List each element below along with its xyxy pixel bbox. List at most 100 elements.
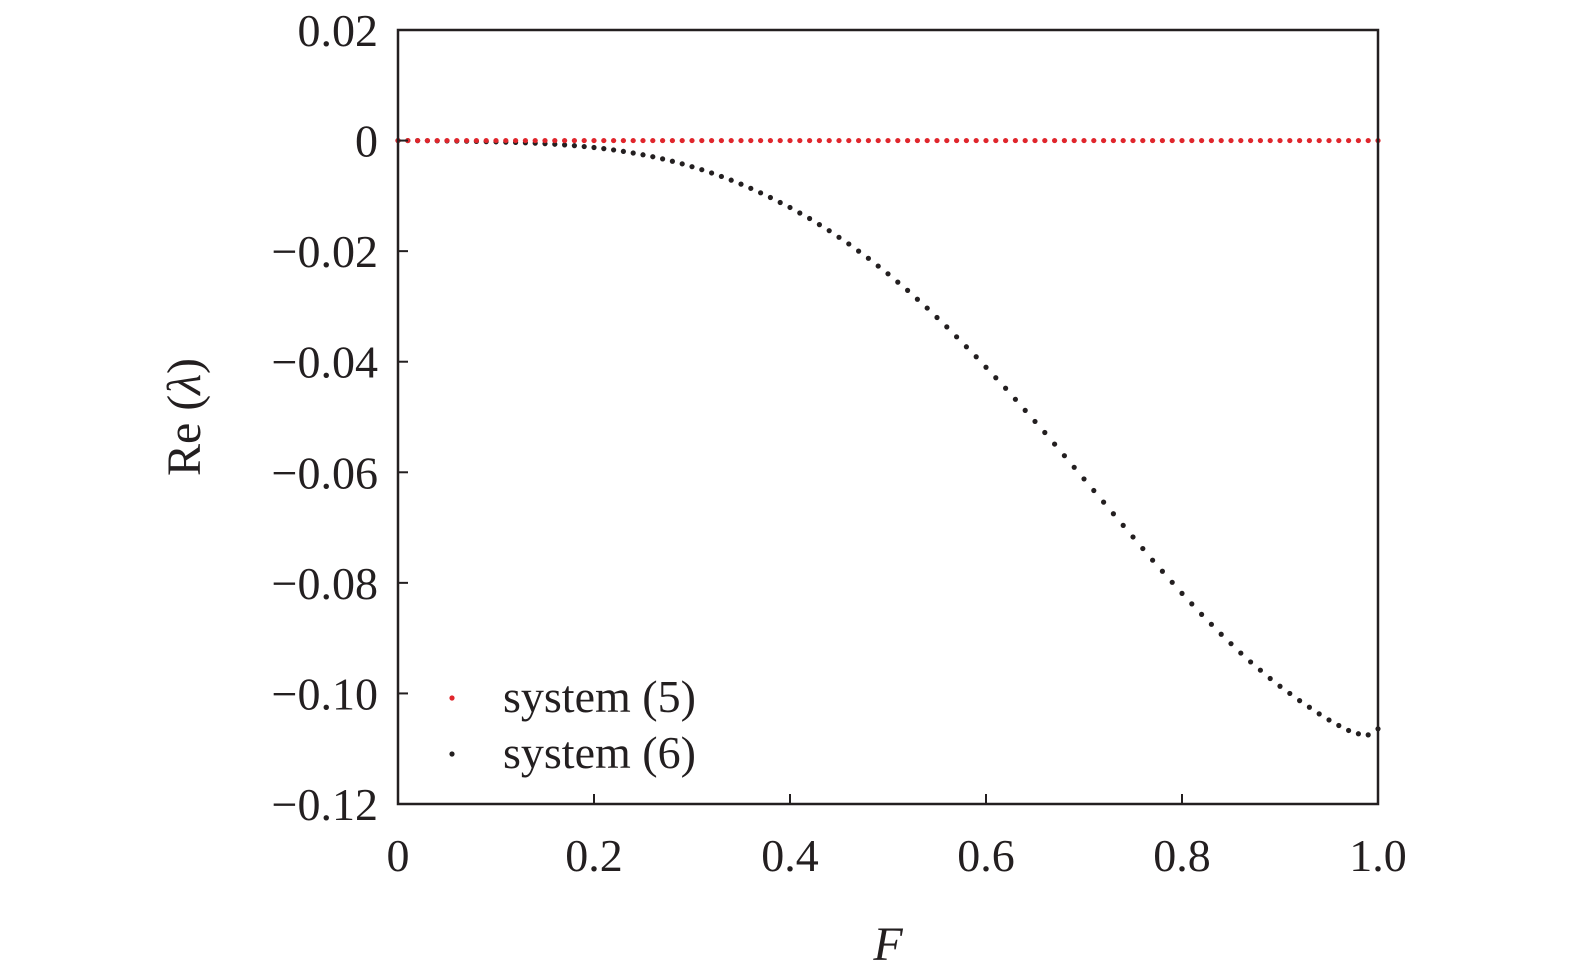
- series-system-5-point-52: [905, 137, 911, 144]
- series-system-6-point-58: [963, 344, 970, 350]
- series-system-5-point-20: [591, 137, 597, 144]
- series-system-6-point-77: [1150, 557, 1156, 563]
- series-system-5-point-31: [699, 137, 705, 144]
- series-system-5-point-75: [1130, 137, 1136, 144]
- series-system-6-point-80: [1179, 590, 1185, 596]
- series-system-5-point-16: [552, 137, 558, 144]
- series-system-5-point-64: [1022, 137, 1028, 144]
- series-system-6-point-91: [1287, 690, 1293, 697]
- series-system-5-point-66: [1042, 137, 1048, 144]
- series-system-5-point-45: [836, 137, 842, 144]
- series-system-5-point-93: [1306, 137, 1312, 144]
- series-system-6-point-41: [797, 210, 803, 216]
- series-system-5-point-5: [444, 137, 450, 144]
- series-system-5-point-3: [424, 137, 430, 144]
- series-system-6-point-22: [611, 147, 617, 153]
- series-system-5-point-48: [865, 137, 872, 144]
- series-system-6-point-48: [865, 255, 872, 261]
- series-system-6-point-97: [1346, 727, 1352, 734]
- x-tick-label-0: 0: [387, 830, 410, 881]
- series-system-5-point-82: [1199, 137, 1205, 144]
- series-system-6-point-32: [709, 170, 715, 176]
- series-system-5-point-61: [993, 137, 999, 144]
- series-system-6-point-61: [993, 375, 999, 381]
- series-system-5-point-55: [934, 137, 940, 144]
- series-system-6-point-53: [914, 296, 921, 302]
- series-system-6-point-67: [1052, 441, 1058, 447]
- series-system-5-point-13: [522, 137, 529, 144]
- y-tick-label-3: −0.04: [272, 337, 378, 388]
- x-tick-label-1: 0.2: [565, 830, 623, 881]
- y-tick-label-0: 0.02: [298, 5, 379, 56]
- series-system-5-point-43: [816, 137, 823, 144]
- series-system-6-point-84: [1218, 631, 1224, 637]
- series-system-6-point-59: [973, 354, 979, 360]
- series-system-5-point-6: [454, 137, 460, 144]
- legend-label-system-6: system (6): [503, 727, 696, 778]
- series-system-5-point-91: [1287, 137, 1293, 144]
- series-system-6-point-65: [1032, 418, 1038, 425]
- series-system-5-point-11: [503, 137, 509, 144]
- legend-label-system-5: system (5): [503, 671, 696, 722]
- y-axis-title-suffix: ): [158, 358, 211, 374]
- series-system-5-point-85: [1228, 137, 1234, 144]
- series-system-6-point-66: [1042, 429, 1048, 436]
- series-system-6-point-49: [875, 263, 881, 269]
- series-system-5-point-95: [1326, 137, 1332, 144]
- series-system-6-point-46: [846, 241, 852, 247]
- series-system-5-point-23: [620, 137, 627, 144]
- series-system-5-point-37: [758, 137, 764, 144]
- series-system-5-point-40: [787, 137, 793, 144]
- plot-frame: [396, 28, 1380, 806]
- series-system-5-point-77: [1150, 137, 1156, 144]
- series-system-6-point-33: [718, 173, 725, 180]
- series-system-6-point-25: [640, 152, 646, 158]
- series-system-6-point-78: [1159, 568, 1165, 574]
- series-system-5-point-54: [924, 137, 930, 144]
- series-system-5-point-46: [846, 137, 852, 144]
- series-system-5-point-34: [728, 137, 734, 144]
- series-system-5-point-10: [493, 137, 499, 144]
- series-system-6-point-50: [885, 271, 891, 277]
- legend-marker-system-5: [449, 695, 455, 701]
- series-system-6-point-30: [689, 164, 695, 170]
- axis-ticks: [397, 29, 1379, 805]
- series-system-6-point-27: [660, 156, 666, 162]
- series-system-5-point-18: [571, 137, 578, 144]
- series-system-6-point-34: [728, 177, 734, 183]
- series-system-5-point-53: [914, 137, 921, 144]
- series-system-6-point-43: [816, 222, 823, 228]
- series-system-5-point-97: [1346, 137, 1352, 144]
- series-system-5-point-92: [1297, 137, 1303, 144]
- series-system-6-point-76: [1140, 545, 1146, 552]
- series-system-6-point-87: [1248, 659, 1254, 665]
- series-system-5-point-88: [1257, 137, 1263, 144]
- series-system-5-point-42: [807, 137, 813, 144]
- series-system-6-point-23: [620, 148, 627, 155]
- series-system-6-point-94: [1316, 711, 1322, 717]
- y-tick-label-6: −0.10: [272, 668, 378, 719]
- legend-marker-system-6: [449, 751, 455, 757]
- series-system-5-point-90: [1277, 137, 1283, 144]
- y-axis-title: Re (λ): [158, 358, 211, 476]
- series-system-6-point-98: [1355, 731, 1361, 737]
- series-system-5-point-79: [1169, 137, 1175, 144]
- series-system-5-point-32: [709, 137, 715, 144]
- y-tick-label-5: −0.08: [272, 558, 378, 609]
- series-system-6-point-95: [1326, 717, 1332, 723]
- series-system-5-point-33: [718, 137, 725, 144]
- y-tick-label-2: −0.02: [272, 226, 378, 277]
- series-system-6-point-99: [1365, 732, 1371, 738]
- series-system-5-point-14: [532, 137, 538, 144]
- series-system-6-point-40: [787, 204, 793, 211]
- series-system-5-point-21: [601, 137, 607, 144]
- series-system-6-point-96: [1336, 722, 1342, 729]
- series-system-5-point-24: [630, 137, 636, 144]
- series-system-5-point-41: [797, 137, 803, 144]
- series-system-6-point-73: [1110, 511, 1116, 517]
- series-system-6-point-44: [826, 228, 832, 234]
- y-axis-title-symbol: λ: [158, 374, 211, 397]
- series-system-5-point-7: [464, 137, 470, 144]
- y-tick-label-4: −0.06: [272, 447, 378, 498]
